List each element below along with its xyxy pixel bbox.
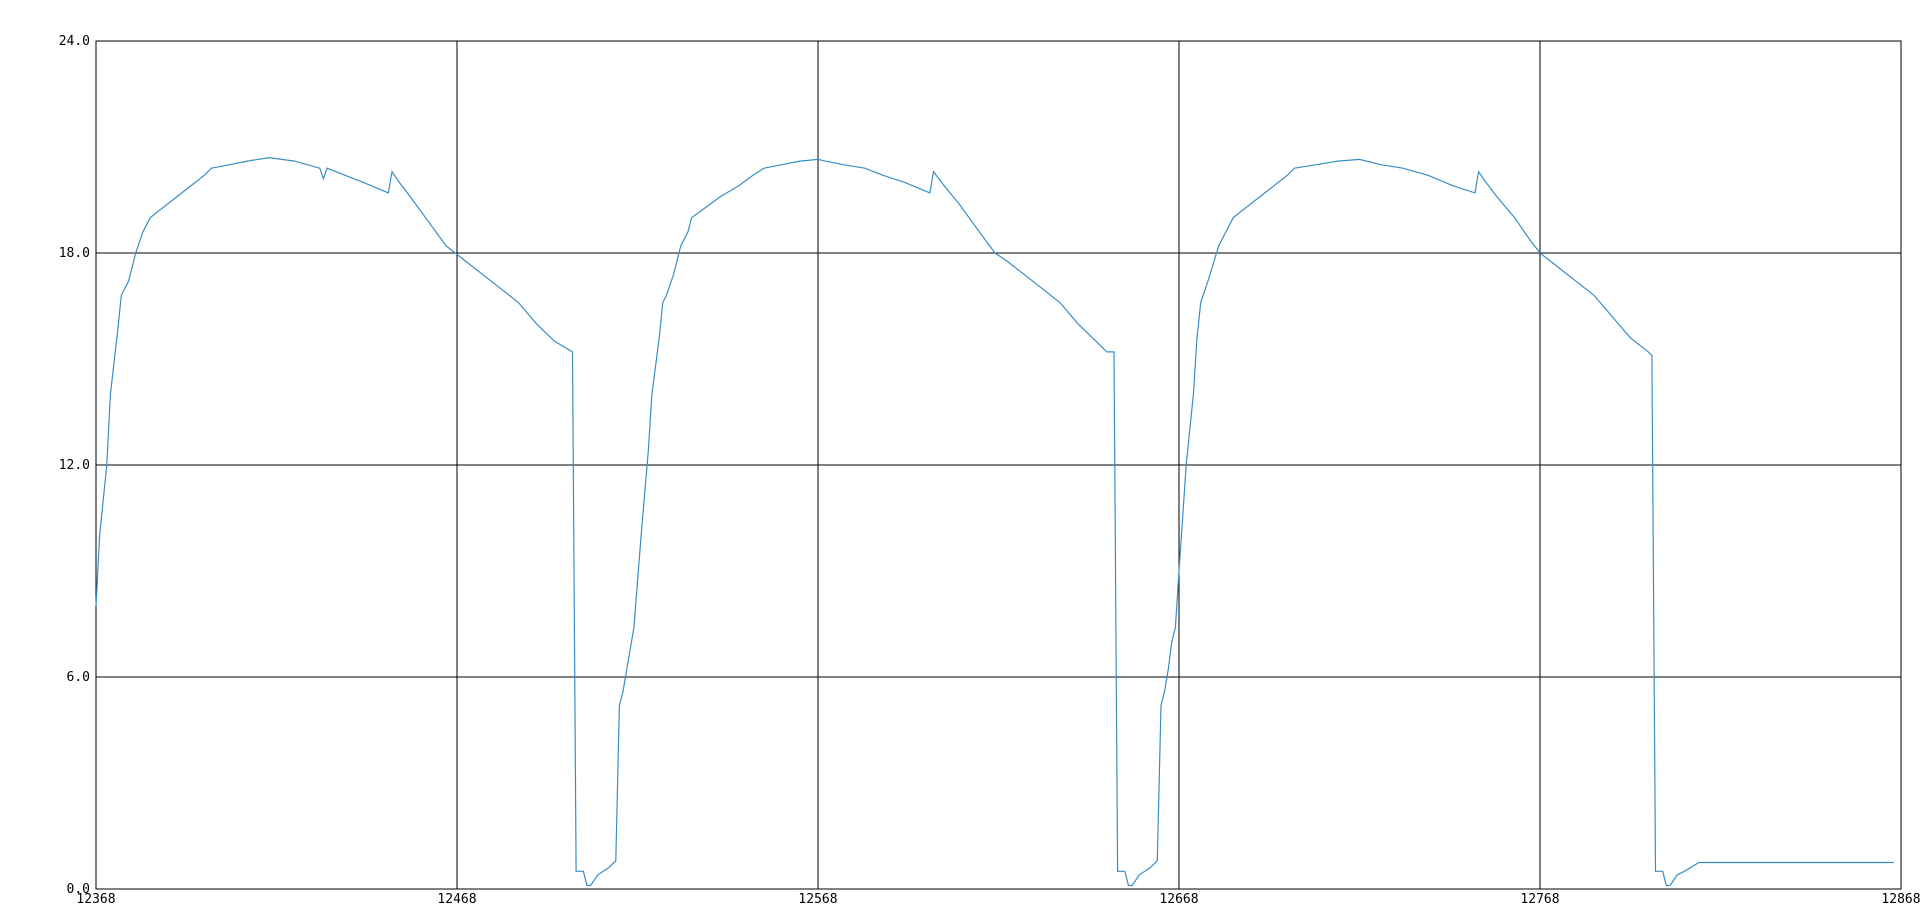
x-tick-label: 12768 <box>1520 892 1559 907</box>
x-tick-label: 12368 <box>76 892 115 907</box>
series-line <box>95 156 1894 887</box>
series-group <box>95 156 1894 887</box>
x-axis-tick-labels: 12368 12468 12568 12668 12768 12868 <box>76 892 1920 907</box>
grid-lines <box>95 40 1902 890</box>
y-tick-label: 6.0 <box>67 670 90 685</box>
y-axis-tick-labels: 0.0 6.0 12.0 18.0 24.0 <box>59 34 90 897</box>
x-tick-label: 12568 <box>798 892 837 907</box>
y-tick-label: 12.0 <box>59 458 90 473</box>
y-tick-label: 0.0 <box>67 882 90 897</box>
x-tick-label: 12668 <box>1159 892 1198 907</box>
y-tick-label: 24.0 <box>59 34 90 49</box>
x-tick-label: 12468 <box>437 892 476 907</box>
x-tick-label: 12868 <box>1881 892 1920 907</box>
y-tick-label: 18.0 <box>59 246 90 261</box>
